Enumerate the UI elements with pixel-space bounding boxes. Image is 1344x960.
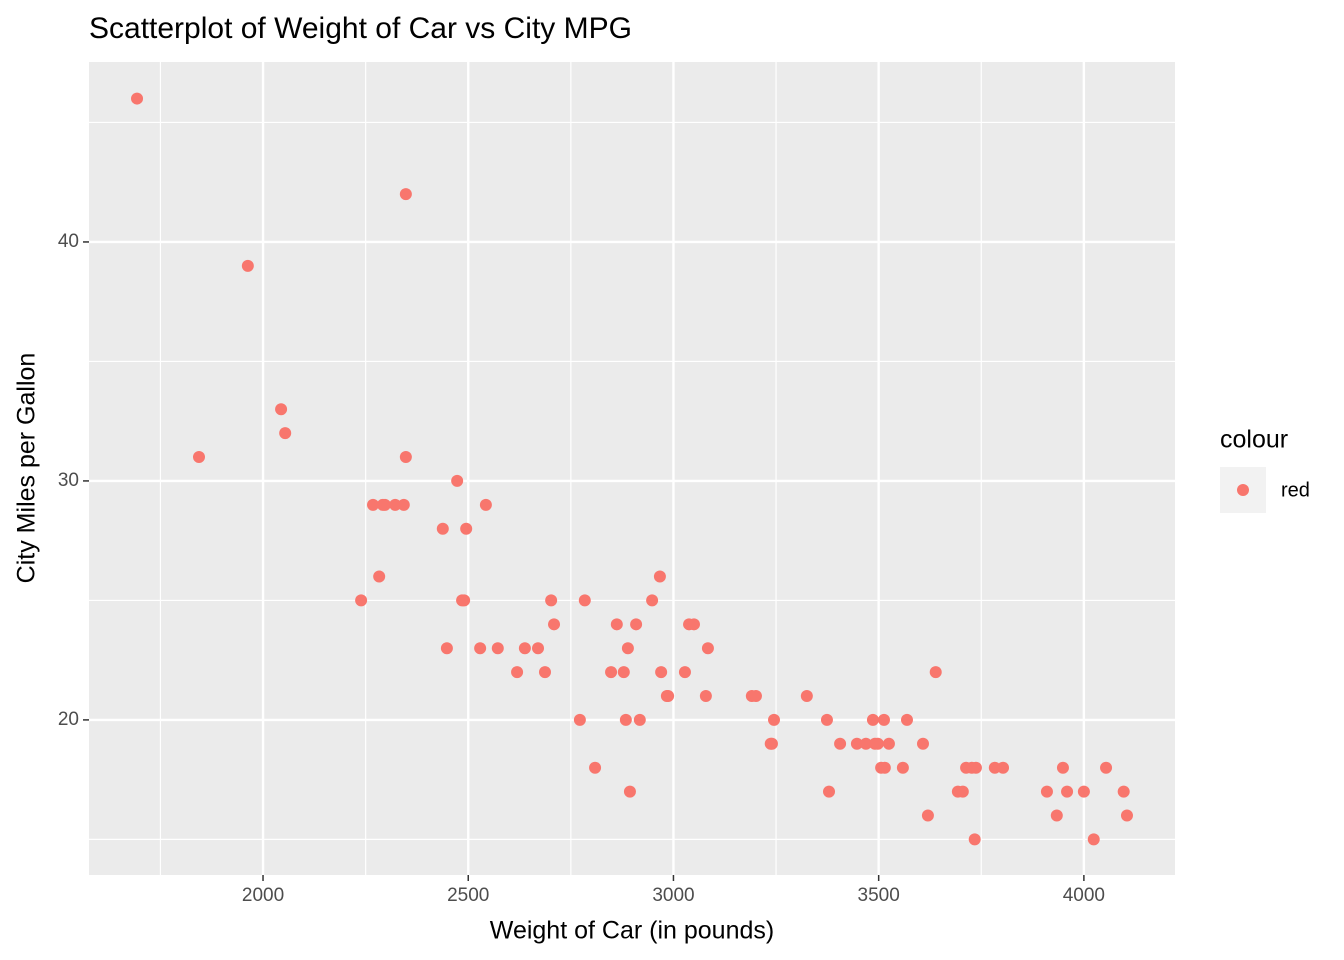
point: [389, 498, 402, 511]
point: [532, 642, 545, 655]
point: [701, 642, 714, 655]
point: [548, 618, 561, 631]
point: [896, 761, 909, 774]
point: [655, 666, 668, 679]
legend-label: red: [1281, 479, 1310, 501]
point: [1050, 809, 1063, 822]
point: [929, 666, 942, 679]
point: [367, 498, 380, 511]
point: [573, 713, 586, 726]
point: [1061, 785, 1074, 798]
point: [619, 713, 632, 726]
point: [653, 570, 666, 583]
x-tick-label: 3000: [652, 885, 694, 906]
x-tick-label: 2000: [242, 885, 284, 906]
point: [1100, 761, 1113, 774]
point: [617, 666, 630, 679]
point: [538, 666, 551, 679]
point: [1040, 785, 1053, 798]
point: [800, 690, 813, 703]
point: [458, 594, 471, 607]
point: [373, 570, 386, 583]
plot-panel: [89, 62, 1175, 875]
point: [820, 713, 833, 726]
point: [921, 809, 934, 822]
point: [399, 451, 412, 464]
point: [878, 761, 891, 774]
point: [956, 785, 969, 798]
point: [460, 522, 473, 535]
x-tick-label: 2500: [447, 885, 489, 906]
point: [1056, 761, 1069, 774]
point: [1117, 785, 1130, 798]
point: [436, 522, 449, 535]
point: [610, 618, 623, 631]
point: [646, 594, 659, 607]
point: [749, 690, 762, 703]
point: [451, 474, 464, 487]
legend-title: colour: [1220, 426, 1288, 454]
point: [687, 618, 700, 631]
y-axis-label: City Miles per Gallon: [13, 353, 41, 584]
point: [916, 737, 929, 750]
point: [765, 737, 778, 750]
point: [859, 737, 872, 750]
point: [440, 642, 453, 655]
point: [378, 498, 391, 511]
point: [678, 666, 691, 679]
point: [511, 666, 524, 679]
x-tick-label: 4000: [1063, 885, 1105, 906]
x-axis-label: Weight of Car (in pounds): [490, 917, 774, 945]
point: [968, 833, 981, 846]
chart-title: Scatterplot of Weight of Car vs City MPG: [89, 12, 632, 45]
point: [241, 259, 254, 272]
point: [1120, 809, 1133, 822]
point: [699, 690, 712, 703]
point: [355, 594, 368, 607]
point: [621, 642, 634, 655]
point: [192, 451, 205, 464]
point: [662, 690, 675, 703]
point: [399, 188, 412, 201]
point: [623, 785, 636, 798]
point: [633, 713, 646, 726]
y-tick-label: 20: [58, 709, 79, 730]
point: [518, 642, 531, 655]
point: [275, 403, 288, 416]
point: [474, 642, 487, 655]
point: [969, 761, 982, 774]
x-tick-label: 3500: [858, 885, 900, 906]
point: [479, 498, 492, 511]
point: [1077, 785, 1090, 798]
point: [279, 427, 292, 440]
point: [997, 761, 1010, 774]
point: [397, 498, 410, 511]
point: [630, 618, 643, 631]
point: [823, 785, 836, 798]
point: [878, 713, 891, 726]
y-tick-label: 40: [58, 231, 79, 252]
point: [866, 713, 879, 726]
point: [589, 761, 602, 774]
point: [768, 713, 781, 726]
point: [605, 666, 618, 679]
point: [900, 713, 913, 726]
point: [871, 737, 884, 750]
point: [578, 594, 591, 607]
legend-marker: [1237, 484, 1249, 496]
point: [131, 92, 144, 105]
y-tick-label: 30: [58, 470, 79, 491]
point: [988, 761, 1001, 774]
point: [545, 594, 558, 607]
point: [834, 737, 847, 750]
point: [850, 737, 863, 750]
point: [1087, 833, 1100, 846]
point: [491, 642, 504, 655]
point: [882, 737, 895, 750]
